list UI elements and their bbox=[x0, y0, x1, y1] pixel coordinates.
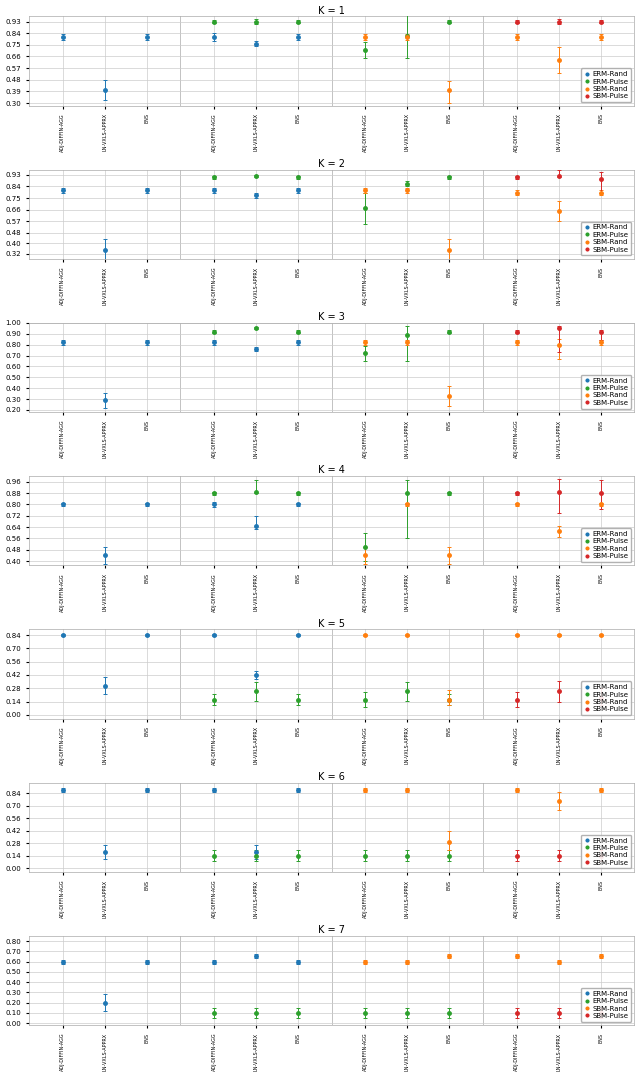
Title: K = 3: K = 3 bbox=[318, 312, 345, 322]
Title: K = 1: K = 1 bbox=[318, 5, 345, 15]
Title: K = 7: K = 7 bbox=[318, 925, 345, 935]
Legend: ERM-Rand, ERM-Pulse, SBM-Rand, SBM-Pulse: ERM-Rand, ERM-Pulse, SBM-Rand, SBM-Pulse bbox=[581, 375, 631, 408]
Legend: ERM-Rand, ERM-Pulse, SBM-Rand, SBM-Pulse: ERM-Rand, ERM-Pulse, SBM-Rand, SBM-Pulse bbox=[581, 835, 631, 868]
Legend: ERM-Rand, ERM-Pulse, SBM-Rand, SBM-Pulse: ERM-Rand, ERM-Pulse, SBM-Rand, SBM-Pulse bbox=[581, 222, 631, 255]
Legend: ERM-Rand, ERM-Pulse, SBM-Rand, SBM-Pulse: ERM-Rand, ERM-Pulse, SBM-Rand, SBM-Pulse bbox=[581, 528, 631, 562]
Title: K = 4: K = 4 bbox=[318, 465, 345, 475]
Title: K = 6: K = 6 bbox=[318, 772, 345, 782]
Title: K = 2: K = 2 bbox=[318, 158, 345, 169]
Legend: ERM-Rand, ERM-Pulse, SBM-Rand, SBM-Pulse: ERM-Rand, ERM-Pulse, SBM-Rand, SBM-Pulse bbox=[581, 682, 631, 715]
Title: K = 5: K = 5 bbox=[318, 618, 345, 629]
Legend: ERM-Rand, ERM-Pulse, SBM-Rand, SBM-Pulse: ERM-Rand, ERM-Pulse, SBM-Rand, SBM-Pulse bbox=[581, 988, 631, 1022]
Legend: ERM-Rand, ERM-Pulse, SBM-Rand, SBM-Pulse: ERM-Rand, ERM-Pulse, SBM-Rand, SBM-Pulse bbox=[581, 69, 631, 102]
